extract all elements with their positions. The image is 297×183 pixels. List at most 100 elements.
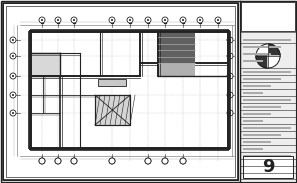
Circle shape [73, 160, 75, 162]
Circle shape [55, 158, 61, 164]
Bar [243, 39, 291, 41]
Circle shape [145, 158, 151, 164]
Circle shape [180, 17, 186, 23]
Bar [243, 113, 271, 115]
Circle shape [12, 75, 14, 77]
Circle shape [55, 158, 61, 164]
Bar [6, 6, 235, 177]
Bar [243, 92, 263, 94]
Bar [243, 155, 291, 157]
Bar [3, 3, 238, 180]
Circle shape [145, 158, 151, 164]
Circle shape [10, 92, 16, 98]
Bar [30, 53, 60, 76]
Bar [95, 95, 130, 125]
Circle shape [39, 158, 45, 164]
Circle shape [162, 158, 168, 164]
Circle shape [227, 110, 233, 116]
Circle shape [215, 17, 221, 23]
Bar [243, 60, 263, 62]
Circle shape [147, 160, 149, 162]
Bar [243, 99, 291, 101]
Circle shape [109, 17, 115, 23]
Circle shape [57, 19, 59, 21]
Bar [158, 31, 195, 63]
Bar [243, 134, 281, 136]
Circle shape [182, 19, 184, 21]
Circle shape [57, 160, 59, 162]
Bar [243, 162, 281, 164]
Circle shape [197, 17, 203, 23]
Bar [243, 53, 271, 55]
Circle shape [71, 17, 77, 23]
Bar [243, 120, 263, 122]
Circle shape [229, 39, 231, 41]
Circle shape [180, 158, 186, 164]
Circle shape [199, 19, 201, 21]
Circle shape [229, 112, 231, 114]
Bar [243, 169, 271, 171]
Circle shape [229, 55, 231, 57]
Bar [243, 85, 271, 87]
Polygon shape [256, 56, 268, 68]
Bar [3, 3, 238, 180]
Circle shape [227, 92, 233, 98]
Bar [243, 106, 281, 108]
Circle shape [227, 73, 233, 79]
Circle shape [73, 19, 75, 21]
Circle shape [162, 158, 168, 164]
Bar [243, 71, 291, 73]
Circle shape [10, 53, 16, 59]
Bar [243, 46, 281, 48]
Bar [243, 127, 291, 129]
Circle shape [55, 17, 61, 23]
Bar [98, 79, 126, 86]
Polygon shape [268, 44, 280, 56]
Circle shape [39, 158, 45, 164]
Circle shape [229, 75, 231, 77]
Circle shape [109, 158, 115, 164]
Text: 9: 9 [262, 158, 274, 176]
Bar [241, 2, 295, 31]
Bar [158, 63, 195, 76]
Polygon shape [268, 56, 280, 68]
Bar [95, 95, 130, 125]
Circle shape [41, 19, 43, 21]
Circle shape [180, 158, 186, 164]
Circle shape [10, 73, 16, 79]
Circle shape [129, 19, 131, 21]
Circle shape [12, 94, 14, 96]
Circle shape [162, 17, 168, 23]
Bar [243, 78, 281, 80]
Circle shape [227, 37, 233, 43]
Circle shape [109, 158, 115, 164]
Circle shape [256, 44, 280, 68]
Circle shape [127, 17, 133, 23]
Circle shape [164, 160, 166, 162]
Circle shape [111, 19, 113, 21]
Bar [6, 6, 235, 177]
Bar [240, 1, 296, 182]
Circle shape [41, 160, 43, 162]
Circle shape [39, 17, 45, 23]
Bar [243, 141, 271, 143]
Circle shape [217, 19, 219, 21]
Circle shape [12, 55, 14, 57]
Circle shape [10, 110, 16, 116]
Circle shape [182, 160, 184, 162]
Circle shape [12, 112, 14, 114]
Bar [243, 148, 263, 150]
Circle shape [10, 37, 16, 43]
Polygon shape [256, 44, 268, 56]
Circle shape [227, 53, 233, 59]
Circle shape [229, 94, 231, 96]
Circle shape [147, 19, 149, 21]
Circle shape [164, 19, 166, 21]
Circle shape [145, 17, 151, 23]
Bar [6, 6, 235, 177]
Circle shape [111, 160, 113, 162]
Circle shape [12, 39, 14, 41]
Bar [243, 156, 293, 178]
Circle shape [71, 158, 77, 164]
Circle shape [71, 158, 77, 164]
